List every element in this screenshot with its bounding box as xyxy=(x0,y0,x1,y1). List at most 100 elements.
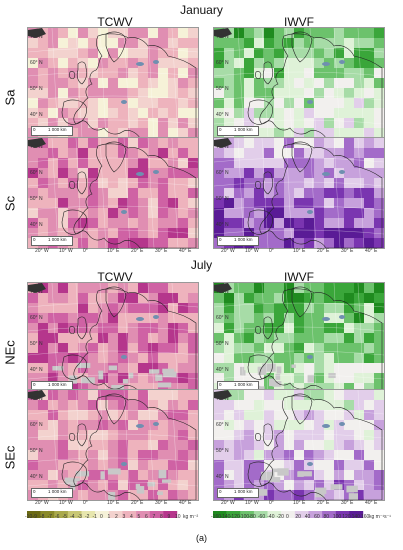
colorbar-tick-label: -20 xyxy=(276,514,284,520)
column-title-tcwv-january: TCWV xyxy=(97,15,133,29)
colorbar-swatch xyxy=(136,511,150,518)
colorbar-tick-label: 0 xyxy=(100,514,103,520)
colorbar-tick-label: -3 xyxy=(77,514,82,520)
lat-tick-label: 40° N xyxy=(30,112,43,118)
lat-tick-label: 60° N xyxy=(216,315,229,321)
row-label-sc: Sc xyxy=(2,195,18,212)
colorbar-tick-label: 9 xyxy=(167,514,171,520)
colorbar-swatch xyxy=(81,511,96,518)
colorbar-swatch xyxy=(163,511,178,518)
colorbar-swatch xyxy=(281,511,296,518)
column-title-tcwv-july: TCWV xyxy=(97,270,133,284)
lat-tick-label: 70° N xyxy=(216,144,229,150)
colorbar-swatch xyxy=(27,511,41,518)
lat-tick-label: 70° N xyxy=(30,289,43,295)
colorbar-tick-label: -10 xyxy=(25,514,33,520)
colorbar-swatch xyxy=(240,511,255,518)
colorbar-tick-label: 100 xyxy=(332,514,342,520)
colorbar-tick-label: -9 xyxy=(32,514,37,520)
month-label-july: July xyxy=(190,258,213,272)
colorbar-unit-label: kg m⁻¹s⁻¹ xyxy=(369,514,391,520)
lat-tick-label: 60° N xyxy=(30,315,43,321)
colorbar-tick-label: -60 xyxy=(257,514,266,520)
colorbar-tick-label: -8 xyxy=(40,514,45,520)
colorbar-tick-label: -1 xyxy=(92,514,97,520)
colorbar-tick-label: -80 xyxy=(248,514,256,520)
colorbar-iwvf-ticks: -160 -140 -120 -100 -80 -60 -40 -20 0 20 40 60 80 100… xyxy=(211,514,403,522)
lat-tick-label: 50° N xyxy=(30,196,43,202)
colorbar-tick-label: 20 xyxy=(295,514,301,520)
lat-tick-label: 50° N xyxy=(216,448,229,454)
figure-caption: (a) xyxy=(196,533,207,543)
row-label-sa: Sa xyxy=(2,89,18,106)
colorbar-tick-label: -7 xyxy=(47,514,52,520)
colorbar-swatch xyxy=(108,511,123,518)
lat-tick-label: 50° N xyxy=(30,86,43,92)
lat-tick-label: 50° N xyxy=(216,196,229,202)
lon-tick-labels: 20° W 10° W 0° 10° E 20° E 30° E 40° E xyxy=(221,500,378,506)
colorbar-tick-label: -140 xyxy=(220,514,231,520)
colorbar-swatch xyxy=(267,511,282,518)
lat-tick-label: 50° N xyxy=(216,86,229,92)
colorbar-tick-label: 2 xyxy=(115,514,118,520)
lon-tick-labels: 20° W 10° W 0° 10° E 20° E 30° E 40° E xyxy=(35,500,192,506)
row-label-nec: NEc xyxy=(2,340,18,365)
colorbar-swatch xyxy=(335,511,350,518)
lat-tick-label: 40° N xyxy=(30,474,43,480)
colorbar-tick-label: 3 xyxy=(122,514,126,520)
colorbar-tick-label: 160 xyxy=(361,514,370,520)
lat-tick-label: 60° N xyxy=(30,170,43,176)
lat-tick-label: 60° N xyxy=(30,422,43,428)
lat-tick-label: 60° N xyxy=(216,170,229,176)
colorbar-tick-label: -5 xyxy=(62,514,67,520)
colorbar-swatch xyxy=(253,511,268,518)
column-title-iwvf-january: IWVF xyxy=(284,15,314,29)
lat-tick-label: 50° N xyxy=(30,448,43,454)
colorbar-swatch xyxy=(213,511,227,518)
lat-tick-label: 40° N xyxy=(216,112,229,118)
lat-tick-label: 40° N xyxy=(216,367,229,373)
colorbar-tick-label: 5 xyxy=(137,514,141,520)
lat-tick-label: 70° N xyxy=(30,396,43,402)
colorbar-tick-label: 4 xyxy=(130,514,133,520)
colorbar-swatch xyxy=(54,511,69,518)
colorbar-tick-label: 60 xyxy=(314,514,320,520)
colorbar-tick-label: 140 xyxy=(351,514,360,520)
row-label-sec: SEc xyxy=(2,445,18,470)
colorbar-tick-label: 0 xyxy=(286,514,289,520)
lat-tick-label: 70° N xyxy=(30,144,43,150)
colorbar-tick-label: 80 xyxy=(323,514,330,520)
colorbar-swatch xyxy=(294,511,309,518)
colorbar-tcwv xyxy=(27,505,197,518)
lat-tick-label: 50° N xyxy=(216,341,229,347)
lat-tick-label: 40° N xyxy=(30,222,43,228)
colorbar-tick-label: 8 xyxy=(160,514,163,520)
colorbar-tcwv-ticks: -10 -9 -8 -7 -6 -5 -4 -3 -2 -1 0 1 2 3 4 5 6 7 8 9 10 kg m⁻² xyxy=(25,514,217,522)
colorbar-tick-label: -6 xyxy=(55,514,60,520)
month-label-january: January xyxy=(180,3,223,17)
colorbar-tick-label: 40 xyxy=(304,514,311,520)
colorbar-swatch xyxy=(67,511,82,518)
colorbar-tick-label: -100 xyxy=(239,514,250,520)
lat-tick-label: 40° N xyxy=(216,222,229,228)
colorbar-tick-label: 1 xyxy=(107,514,111,520)
colorbar-swatch xyxy=(308,511,323,518)
lat-tick-label: 60° N xyxy=(30,60,43,66)
lat-tick-label: 40° N xyxy=(216,474,229,480)
colorbar-tick-label: 7 xyxy=(152,514,156,520)
lat-tick-label: 50° N xyxy=(30,341,43,347)
colorbar-swatch xyxy=(95,511,110,518)
colorbar-tick-label: 120 xyxy=(342,514,351,520)
lon-tick-labels: 20° W 10° W 0° 10° E 20° E 30° E 40° E xyxy=(35,248,192,254)
column-title-iwvf-july: IWVF xyxy=(284,270,314,284)
